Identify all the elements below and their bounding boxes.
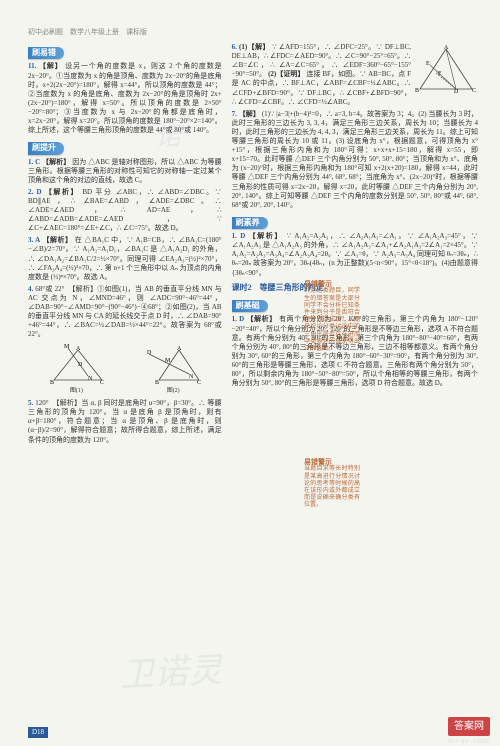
q1c: 1. C 【解析】 因为 △ABC 是轴对称图形，所以 △ABC 为等腰三角形。… <box>28 158 222 185</box>
q4: 4. 68°或 22° 【解析】①如图(1)，当 AB 的垂直平分线 MN 与 … <box>28 285 222 340</box>
svg-text:B: B <box>415 88 419 94</box>
q11-num: 11. <box>28 62 36 70</box>
figure-1-svg: A B C M N D <box>48 344 108 386</box>
svg-text:B: B <box>50 380 54 386</box>
watermark-1: 卫诺灵 <box>119 649 223 698</box>
svg-text:C: C <box>472 88 476 94</box>
badge-jichu: 刷基础 <box>232 300 268 312</box>
q3a-tag: 【解析】 <box>42 236 72 244</box>
figure-2-svg: A B C D M N <box>145 344 205 386</box>
svg-text:F: F <box>438 71 442 77</box>
badge-tisheng: 刷提升 <box>28 142 64 154</box>
q11: 11. 【解】 设另一个角的度数是 x，则这 2 个角的度数是 2x−20°。①… <box>28 62 222 135</box>
q7-tag: 【解】 <box>239 110 260 118</box>
page-header: 初中必刷题 数学八年级上册 课标版 <box>28 28 478 37</box>
svg-text:B: B <box>155 380 159 386</box>
q3a: 3. A 【解析】 在 △BA₁C 中，∵ A₁B=CB，∴ ∠BA₁C=(18… <box>28 236 222 281</box>
svg-text:N: N <box>88 376 93 382</box>
q4-figures: A B C M N D 图(1) A B <box>28 342 222 396</box>
svg-text:D: D <box>78 362 83 368</box>
q-sy-tag: 【解析】 <box>249 232 284 240</box>
badge-cuoti: 刷易错 <box>28 47 64 59</box>
q7: 7. 【解】 (1)∵ |a−3|+(b−4)²=0，∴ a=3, b=4。故答… <box>232 110 478 210</box>
svg-text:A: A <box>76 346 81 352</box>
q5-body: 120° 【解析】当 α, β 同时是底角时 α=90°，β=30°。∴ 等腰三… <box>28 399 222 443</box>
svg-text:M: M <box>64 344 70 350</box>
q11-tag: 【解】 <box>39 62 63 70</box>
q-jc-tag: 【解析】 <box>247 315 277 323</box>
svg-text:C: C <box>197 380 201 386</box>
q6-num: 6. <box>232 43 237 51</box>
q6-triangle-svg: A B C D E F <box>414 45 478 95</box>
q6-tag2: (2)【证明】 <box>268 70 305 78</box>
q1c-tag: 【解析】 <box>42 158 70 166</box>
q1c-num: 1. C <box>28 158 40 166</box>
left-column: 刷易错 11. 【解】 设另一个角的度数是 x，则这 2 个角的度数是 2x−2… <box>28 43 222 448</box>
badge-sucha: 刷素养 <box>232 217 268 229</box>
q7-num: 7. <box>232 110 237 118</box>
q5-num: 5. <box>28 399 33 407</box>
svg-text:N: N <box>189 374 194 380</box>
page-number: D18 <box>28 727 48 738</box>
q7-body: (1)∵ |a−3|+(b−4)²=0，∴ a=3, b=4。故答案为 3；4。… <box>232 110 478 209</box>
svg-text:E: E <box>426 61 430 67</box>
q3a-num: 3. A <box>28 236 40 244</box>
q-sy-num: 1. D <box>232 232 246 240</box>
svg-text:A: A <box>444 45 449 51</box>
q5: 5. 120° 【解析】当 α, β 同时是底角时 α=90°，β=30°。∴ … <box>28 399 222 444</box>
q4-num: 4. <box>28 285 33 293</box>
q-suyang: 1. D 【解析】 ∵ A₁A₂=A₂A₃，∴ ∠A₂A₁A₃=∠A₁。∵ ∠A… <box>232 232 478 277</box>
margin-note-1: 易错警示 针对这类题目，同学生的错答案是大部分同学不会分析已知条件来判分子是否符… <box>304 280 360 353</box>
watermark-2: 诺 <box>154 119 182 154</box>
q2d: 2. D 【解析】 BD 平分 ∠ABC，∴ ∠ABD=∠DBC。∵ BD∥AE… <box>28 188 222 233</box>
right-column: A B C D E F 6. (1)【解】 ∵ ∠AFD=155°，∴ ∠DFC… <box>232 43 478 448</box>
q6-tag1: (1)【解】 <box>239 43 270 51</box>
q11-body: 设另一个角的度数是 x，则这 2 个角的度数是 2x−20°。①当度数为 x 的… <box>28 62 222 134</box>
svg-text:C: C <box>100 380 104 386</box>
svg-text:D: D <box>147 350 152 356</box>
note2-body: 当题目求等长时特别是某高进行分情况讨论的思考等时候的高在该形内或外都成立而是说确… <box>304 466 360 509</box>
svg-text:M: M <box>165 358 171 364</box>
svg-text:D: D <box>454 89 459 95</box>
q2d-num: 2. D <box>28 188 42 196</box>
svg-text:A: A <box>177 346 182 352</box>
q2d-tag: 【解析】 <box>45 188 79 196</box>
note1-body: 针对这类题目，同学生的错答案是大部分同学不会分析已知条件来判分子是否符合题意而造… <box>304 288 360 353</box>
margin-note-2: 易错警示 当题目求等长时特别是某高进行分情况讨论的思考等时候的高在该形内或外都成… <box>304 458 360 510</box>
footer-url: m×qe.com <box>448 736 490 746</box>
q4-body: 68°或 22° 【解析】①如图(1)，当 AB 的垂直平分线 MN 与 AC … <box>28 285 222 338</box>
footer-brand: 答案网 <box>448 717 490 736</box>
q-jc-num: 1. D <box>232 315 245 323</box>
q6: A B C D E F 6. (1)【解】 ∵ ∠AFD=155°，∴ ∠DFC… <box>232 43 478 107</box>
